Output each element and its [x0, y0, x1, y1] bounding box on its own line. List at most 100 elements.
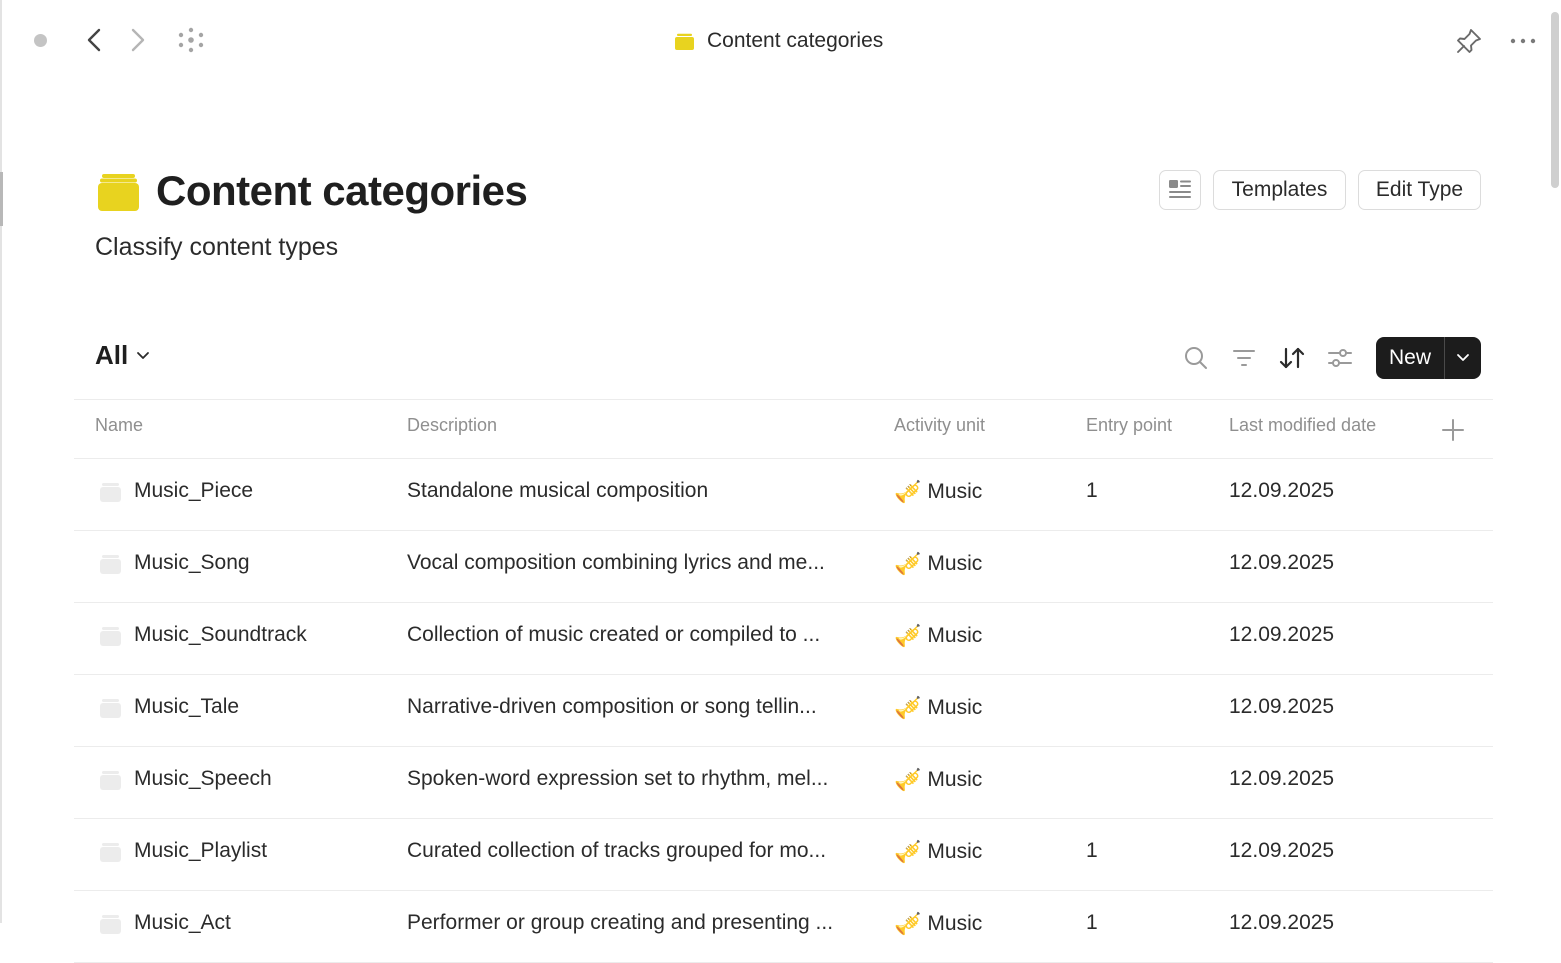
cell-activity-unit-text: Music	[927, 696, 983, 719]
object-icon	[100, 627, 121, 646]
table-row[interactable]: Music_Act Performer or group creating and…	[74, 891, 1493, 963]
cell-description[interactable]: Vocal composition combining lyrics and m…	[407, 551, 825, 574]
cell-date[interactable]: 12.09.2025	[1229, 839, 1335, 862]
trumpet-icon: 🎺	[894, 623, 922, 648]
table-row[interactable]: Music_Song Vocal composition combining ly…	[74, 531, 1493, 603]
cell-name[interactable]: Music_Piece	[134, 479, 254, 502]
add-column-icon[interactable]	[1441, 418, 1465, 447]
graph-icon[interactable]	[177, 26, 205, 54]
page-title[interactable]: Content categories	[156, 167, 528, 214]
cell-activity-unit-text: Music	[927, 624, 983, 647]
cell-activity-unit-text: Music	[927, 912, 983, 935]
cell-description[interactable]: Spoken-word expression set to rhythm, me…	[407, 767, 829, 790]
layout-icon	[1169, 180, 1191, 198]
table-row[interactable]: Music_Soundtrack Collection of music crea…	[74, 603, 1493, 675]
view-label: All	[95, 340, 129, 370]
sort-icon[interactable]	[1276, 342, 1308, 374]
cell-name[interactable]: Music_Speech	[134, 767, 272, 790]
search-icon[interactable]	[1180, 342, 1212, 374]
type-icon	[675, 33, 694, 50]
divider	[1444, 337, 1445, 379]
table-row[interactable]: Music_Speech Spoken-word expression set t…	[74, 747, 1493, 819]
chevron-down-icon	[1457, 354, 1469, 361]
window-edge	[0, 0, 2, 923]
object-icon	[100, 699, 121, 718]
cell-description[interactable]: Narrative-driven composition or song tel…	[407, 695, 817, 718]
edit-type-button[interactable]: Edit Type	[1358, 170, 1481, 210]
chevron-down-icon	[137, 351, 150, 359]
cell-description[interactable]: Standalone musical composition	[407, 479, 709, 502]
cell-activity-unit-text: Music	[927, 840, 983, 863]
cell-name[interactable]: Music_Soundtrack	[134, 623, 307, 646]
objects-table: Name Description Activity unit Entry poi…	[74, 399, 1493, 963]
resize-handle[interactable]	[0, 172, 3, 226]
cell-activity-unit[interactable]: 🎺 Music	[894, 551, 982, 577]
trumpet-icon: 🎺	[894, 479, 922, 504]
back-icon[interactable]	[80, 26, 108, 54]
cell-date[interactable]: 12.09.2025	[1229, 551, 1335, 574]
cell-description[interactable]: Performer or group creating and presenti…	[407, 911, 834, 934]
cell-name[interactable]: Music_Song	[134, 551, 250, 574]
page-description[interactable]: Classify content types	[95, 233, 339, 261]
object-icon	[100, 843, 121, 862]
filter-icon[interactable]	[1228, 342, 1260, 374]
cell-activity-unit[interactable]: 🎺 Music	[894, 767, 982, 793]
cell-name[interactable]: Music_Act	[134, 911, 231, 934]
table-header: Name Description Activity unit Entry poi…	[74, 399, 1493, 459]
settings-icon[interactable]	[1324, 342, 1356, 374]
table-row[interactable]: Music_Tale Narrative-driven composition o…	[74, 675, 1493, 747]
cell-name[interactable]: Music_Tale	[134, 695, 240, 718]
column-header-entry-point[interactable]: Entry point	[1086, 415, 1173, 435]
table-row[interactable]: Music_Playlist Curated collection of trac…	[74, 819, 1493, 891]
top-bar: Content categories	[0, 0, 1561, 82]
cell-date[interactable]: 12.09.2025	[1229, 479, 1335, 502]
cell-name[interactable]: Music_Playlist	[134, 839, 268, 862]
cell-date[interactable]: 12.09.2025	[1229, 695, 1335, 718]
window-title: Content categories	[674, 24, 883, 58]
cell-entry[interactable]: 1	[1086, 839, 1098, 862]
layout-button[interactable]	[1159, 170, 1201, 210]
object-icon	[100, 555, 121, 574]
trumpet-icon: 🎺	[894, 911, 922, 936]
view-selector[interactable]: All	[95, 340, 150, 371]
cell-activity-unit[interactable]: 🎺 Music	[894, 839, 982, 865]
trumpet-icon: 🎺	[894, 839, 922, 864]
column-header-name[interactable]: Name	[95, 415, 144, 435]
cell-activity-unit[interactable]: 🎺 Music	[894, 479, 982, 505]
column-header-activity-unit[interactable]: Activity unit	[894, 415, 986, 435]
table-row[interactable]: Music_Piece Standalone musical compositio…	[74, 459, 1493, 531]
cell-activity-unit[interactable]: 🎺 Music	[894, 695, 982, 721]
cell-description[interactable]: Collection of music created or compiled …	[407, 623, 821, 646]
object-icon	[100, 915, 121, 934]
object-icon	[100, 483, 121, 502]
cell-activity-unit-text: Music	[927, 768, 983, 791]
column-header-description[interactable]: Description	[407, 415, 498, 435]
column-header-last-modified[interactable]: Last modified date	[1229, 415, 1377, 435]
new-button-label: New	[1388, 346, 1431, 369]
cell-activity-unit[interactable]: 🎺 Music	[894, 911, 982, 937]
more-icon[interactable]	[1508, 27, 1538, 60]
cell-activity-unit[interactable]: 🎺 Music	[894, 623, 982, 649]
table-body: Music_Piece Standalone musical compositio…	[74, 459, 1493, 963]
cell-description[interactable]: Curated collection of tracks grouped for…	[407, 839, 827, 862]
forward-icon[interactable]	[124, 26, 152, 54]
pin-icon[interactable]	[1455, 27, 1483, 60]
cell-activity-unit-text: Music	[927, 480, 983, 503]
cell-activity-unit-text: Music	[927, 552, 983, 575]
cell-date[interactable]: 12.09.2025	[1229, 767, 1335, 790]
cell-date[interactable]: 12.09.2025	[1229, 911, 1335, 934]
trumpet-icon: 🎺	[894, 551, 922, 576]
new-options-button[interactable]	[1445, 353, 1481, 363]
cell-entry[interactable]: 1	[1086, 479, 1098, 502]
object-type-icon	[97, 172, 140, 217]
trumpet-icon: 🎺	[894, 695, 922, 720]
trumpet-icon: 🎺	[894, 767, 922, 792]
templates-button[interactable]: Templates	[1213, 170, 1346, 210]
cell-date[interactable]: 12.09.2025	[1229, 623, 1335, 646]
object-icon	[100, 771, 121, 790]
new-button[interactable]: New	[1376, 337, 1481, 379]
status-dot	[34, 34, 47, 47]
scrollbar[interactable]	[1551, 12, 1559, 188]
cell-entry[interactable]: 1	[1086, 911, 1098, 934]
window-title-text: Content categories	[707, 29, 884, 52]
